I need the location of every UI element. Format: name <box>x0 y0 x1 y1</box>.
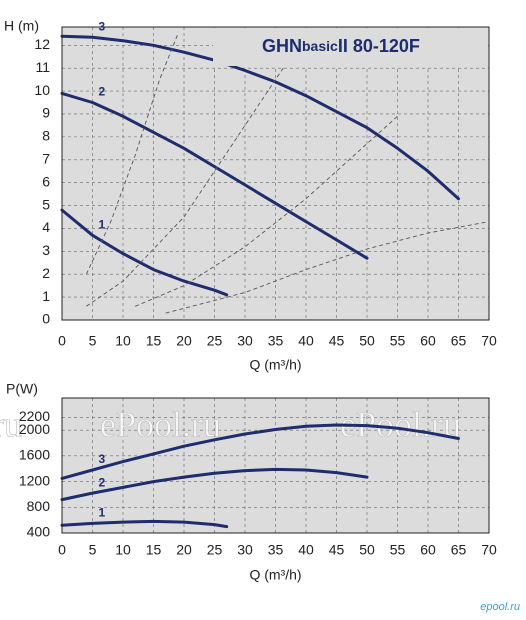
x-tick-label: 20 <box>176 542 192 558</box>
x-tick-label: 0 <box>58 333 66 349</box>
x-tick-label: 5 <box>89 333 97 349</box>
x-tick-label: 65 <box>451 333 467 349</box>
curve-label: 2 <box>99 475 106 489</box>
title-part: II 80-120F <box>338 36 420 56</box>
x-tick-label: 70 <box>481 333 497 349</box>
x-tick-label: 30 <box>237 542 253 558</box>
curve-label: 1 <box>99 506 106 520</box>
y-tick-label: 6 <box>42 173 50 189</box>
y-tick-label: 7 <box>42 150 50 166</box>
pump-curve <box>60 423 460 480</box>
y-tick-label: 11 <box>35 59 50 75</box>
x-tick-label: 50 <box>359 542 375 558</box>
curve-label: 3 <box>99 452 106 466</box>
pump-curve <box>60 208 229 297</box>
y-tick-label: 1 <box>42 288 50 304</box>
y-tick-label: 9 <box>42 105 50 121</box>
y-tick-label: 4 <box>42 219 50 235</box>
system-curve <box>86 61 289 307</box>
chart-title: GHNbasicII 80-120F <box>262 36 420 56</box>
y-axis-label: H (m) <box>4 18 39 34</box>
curve-label: 1 <box>99 217 106 231</box>
y-tick-label: 2200 <box>19 408 50 424</box>
pump-curve <box>60 91 369 260</box>
x-tick-label: 5 <box>89 542 97 558</box>
x-tick-label: 60 <box>420 333 436 349</box>
y-tick-label: 10 <box>34 82 50 98</box>
plot-frame <box>61 26 490 321</box>
y-tick-label: 8 <box>42 128 50 144</box>
x-tick-label: 40 <box>298 542 314 558</box>
x-tick-label: 35 <box>268 542 284 558</box>
pump-curve <box>60 519 229 529</box>
x-axis-label: Q (m³/h) <box>249 567 301 583</box>
title-part: basic <box>302 38 338 54</box>
x-tick-label: 15 <box>146 333 162 349</box>
x-tick-label: 50 <box>359 333 375 349</box>
curve-label: 2 <box>99 85 106 99</box>
y-axis-label: P(W) <box>6 381 38 397</box>
title-part: GHN <box>262 36 302 56</box>
y-tick-label: 2000 <box>19 421 50 437</box>
x-tick-label: 55 <box>390 542 406 558</box>
y-tick-label: 1600 <box>19 447 50 463</box>
pump-curve <box>60 34 460 201</box>
title-box <box>213 28 488 66</box>
watermark: ru <box>0 404 22 444</box>
x-tick-label: 10 <box>115 333 131 349</box>
x-tick-label: 0 <box>58 542 66 558</box>
x-tick-label: 45 <box>329 542 345 558</box>
x-tick-label: 55 <box>390 333 406 349</box>
x-axis-label: Q (m³/h) <box>249 357 301 373</box>
system-curve <box>135 115 398 307</box>
x-tick-label: 25 <box>207 542 223 558</box>
y-tick-label: 3 <box>42 242 50 258</box>
watermark: ePool.ru <box>100 404 221 444</box>
y-tick-label: 5 <box>42 196 50 212</box>
x-tick-label: 40 <box>298 333 314 349</box>
system-curve <box>85 33 179 275</box>
x-tick-label: 60 <box>420 542 436 558</box>
x-tick-label: 65 <box>451 542 467 558</box>
y-tick-label: 12 <box>34 36 50 52</box>
y-tick-label: 0 <box>42 311 50 327</box>
x-tick-label: 45 <box>329 333 345 349</box>
y-tick-label: 1200 <box>19 472 50 488</box>
y-tick-label: 2 <box>42 265 50 281</box>
pump-curve <box>60 467 369 502</box>
y-tick-label: 800 <box>27 498 51 514</box>
y-tick-label: 400 <box>27 524 51 540</box>
x-tick-label: 15 <box>146 542 162 558</box>
x-tick-label: 30 <box>237 333 253 349</box>
x-tick-label: 35 <box>268 333 284 349</box>
x-tick-label: 70 <box>481 542 497 558</box>
x-tick-label: 25 <box>207 333 223 349</box>
x-tick-label: 20 <box>176 333 192 349</box>
x-tick-label: 10 <box>115 542 131 558</box>
curve-label: 3 <box>99 19 106 33</box>
logo: epool.ru <box>480 601 520 613</box>
plot-frame <box>61 397 490 534</box>
